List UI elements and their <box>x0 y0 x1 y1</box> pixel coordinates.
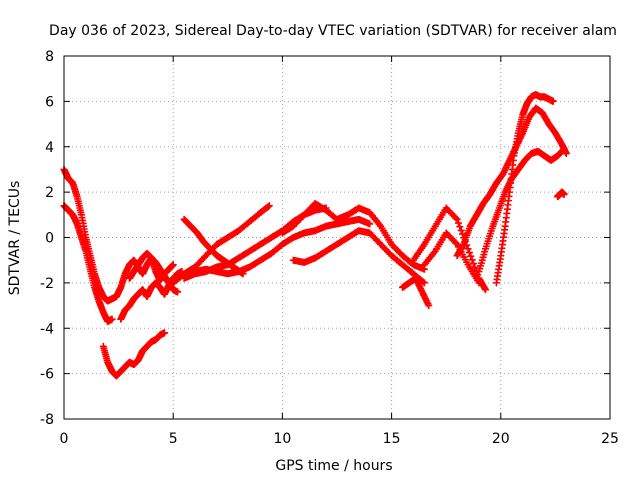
axis-ticks <box>63 55 611 420</box>
data-point <box>453 215 461 223</box>
data-point <box>560 145 568 153</box>
data-point <box>264 203 272 211</box>
data-point <box>467 252 475 260</box>
data-point <box>459 242 467 250</box>
y-tick-labels: -8 -6 -4 -2 0 2 4 6 8 <box>40 49 54 428</box>
data-point <box>420 279 428 287</box>
series-track-19 <box>554 188 568 201</box>
series-track-18 <box>492 91 557 287</box>
data-point <box>174 288 182 296</box>
data-point <box>470 260 477 268</box>
data-point <box>475 279 483 287</box>
y-tick-label: -6 <box>40 367 54 383</box>
y-tick-label: 6 <box>45 94 54 110</box>
data-point <box>160 329 168 337</box>
x-tick-label: 20 <box>492 431 510 447</box>
y-tick-label: 0 <box>45 231 54 247</box>
data-point <box>562 150 570 158</box>
series-track-13 <box>399 274 433 310</box>
data-point <box>459 230 467 238</box>
data-point <box>169 261 177 269</box>
series-track-01 <box>60 165 120 305</box>
data-point <box>465 249 473 257</box>
data-point <box>454 219 462 227</box>
data-point <box>464 245 472 253</box>
x-tick-label: 15 <box>383 431 401 447</box>
grid <box>64 56 610 419</box>
series-track-17 <box>475 145 568 276</box>
y-tick-label: 4 <box>45 140 54 156</box>
y-tick-label: 2 <box>45 185 54 201</box>
data-point <box>452 239 460 247</box>
data-point <box>560 190 568 198</box>
data-point <box>265 202 273 210</box>
series-track-03 <box>99 329 168 380</box>
chart-title: Day 036 of 2023, Sidereal Day-to-day VTE… <box>49 23 617 39</box>
data-point <box>559 146 567 154</box>
data-points <box>60 91 570 380</box>
y-tick-label: 8 <box>45 49 54 65</box>
data-point <box>425 302 433 310</box>
x-tick-label: 0 <box>60 431 69 447</box>
y-axis-label: SDTVAR / TECUs <box>7 181 23 296</box>
y-tick-label: -2 <box>40 276 54 292</box>
data-point <box>549 97 557 105</box>
data-point <box>108 315 116 323</box>
data-point <box>366 220 374 228</box>
series-track-09 <box>180 215 247 278</box>
data-point <box>456 223 464 231</box>
data-point <box>481 284 489 292</box>
x-tick-labels: 0 5 10 15 20 25 <box>60 431 619 447</box>
x-axis-label: GPS time / hours <box>275 458 392 474</box>
y-tick-label: -4 <box>40 321 54 337</box>
y-tick-label: -8 <box>40 412 54 428</box>
series-track-04 <box>112 254 177 300</box>
series-track-02 <box>60 202 116 325</box>
data-point <box>457 226 465 234</box>
x-tick-label: 5 <box>169 431 178 447</box>
x-tick-label: 25 <box>601 431 619 447</box>
series-track-11 <box>278 199 428 273</box>
data-point <box>468 256 476 264</box>
data-point <box>452 214 460 222</box>
x-tick-label: 10 <box>273 431 291 447</box>
series-track-06 <box>126 249 182 296</box>
data-point <box>482 286 490 294</box>
